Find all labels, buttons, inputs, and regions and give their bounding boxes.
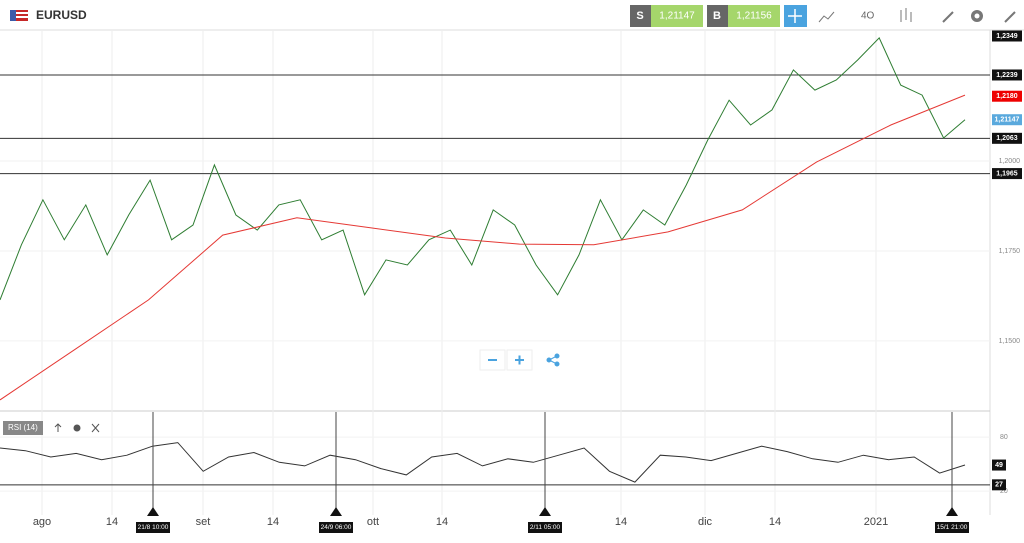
event-label: 24/9 06:00 xyxy=(321,524,352,531)
event-marker xyxy=(147,507,159,516)
draw-button[interactable] xyxy=(942,11,954,23)
rsi-line xyxy=(0,442,966,483)
event-label: 15/1 21:00 xyxy=(937,524,968,531)
level-label-box xyxy=(992,132,1022,144)
x-tick-label: 14 xyxy=(769,516,781,528)
rsi-tick-label: 20 xyxy=(1000,488,1008,495)
x-tick-label: 2021 xyxy=(864,516,888,528)
symbol: EURUSD xyxy=(36,8,87,22)
y-tick-label: 1,2000 xyxy=(999,158,1021,165)
last-price-label-box xyxy=(992,114,1022,126)
level-label: 1,2063 xyxy=(996,135,1018,142)
zoom-controls xyxy=(479,349,560,371)
chart-type-button[interactable] xyxy=(818,11,835,23)
rsi-close[interactable] xyxy=(91,423,100,433)
buy-button[interactable] xyxy=(707,5,728,27)
high-label-box xyxy=(992,30,1022,42)
x-tick-label: set xyxy=(196,516,211,528)
event-box xyxy=(935,522,969,533)
sell-label[interactable]: S xyxy=(636,10,643,22)
rsi-up[interactable] xyxy=(54,423,62,432)
event-box xyxy=(319,522,353,533)
ma-label: 1,2180 xyxy=(996,93,1018,100)
share-button[interactable] xyxy=(546,353,560,367)
toolbar xyxy=(0,0,1024,30)
rsi-label[interactable]: RSI (14) xyxy=(8,423,38,432)
x-tick-label: dic xyxy=(698,516,713,528)
price-line xyxy=(0,37,966,301)
price-line xyxy=(0,94,966,401)
event-label: 21/8 10:00 xyxy=(138,524,169,531)
level-label-box xyxy=(992,168,1022,180)
high-label: 1,2349 xyxy=(996,33,1018,40)
y-tick-label: 1,1500 xyxy=(999,338,1021,345)
settings-hole xyxy=(974,13,980,19)
rsi-last-label: 49 xyxy=(995,462,1003,469)
rsi-tag[interactable] xyxy=(3,421,43,435)
y-tick-label: 1,1750 xyxy=(999,248,1021,255)
buy-price-box[interactable] xyxy=(728,5,780,27)
edit-button[interactable] xyxy=(1004,11,1016,23)
ma-label-box xyxy=(992,90,1022,102)
event-label: 2/11 05:00 xyxy=(530,524,561,531)
timeframe[interactable]: 4O xyxy=(861,11,875,22)
rsi-last-box xyxy=(992,459,1006,471)
buy-label[interactable]: B xyxy=(713,10,721,22)
event-marker xyxy=(330,507,342,516)
crosshair-button[interactable] xyxy=(784,5,807,27)
sell-price-box[interactable] xyxy=(651,5,703,27)
x-tick-label: 14 xyxy=(267,516,279,528)
level-label: 1,1965 xyxy=(996,170,1018,177)
rsi-level-box xyxy=(992,479,1006,491)
sell-button[interactable] xyxy=(630,5,651,27)
x-tick-label: 14 xyxy=(436,516,448,528)
level-label: 1,2239 xyxy=(996,72,1018,79)
rsi-tick-label: 80 xyxy=(1000,434,1008,441)
rsi-settings[interactable] xyxy=(73,424,81,432)
event-marker xyxy=(946,507,958,516)
flag-icon xyxy=(10,10,28,21)
event-box xyxy=(528,522,562,533)
plus-icon[interactable] xyxy=(515,355,524,365)
event-marker xyxy=(539,507,551,516)
x-tick-label: ott xyxy=(367,516,379,528)
x-tick-label: 14 xyxy=(106,516,118,528)
buy-price[interactable]: 1,21156 xyxy=(736,11,772,22)
x-tick-label: ago xyxy=(33,516,51,528)
event-box xyxy=(136,522,170,533)
last-price-label: 1,21147 xyxy=(995,117,1020,124)
rsi-level-label: 27 xyxy=(995,482,1003,489)
level-label-box xyxy=(992,69,1022,81)
sell-price[interactable]: 1,21147 xyxy=(659,11,695,22)
candles-button[interactable] xyxy=(900,8,912,22)
x-tick-label: 14 xyxy=(615,516,627,528)
